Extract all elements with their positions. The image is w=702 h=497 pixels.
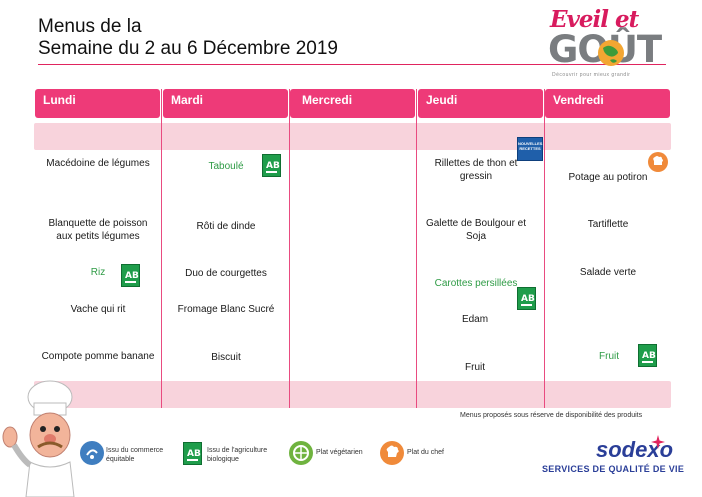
- chef-dish-icon: [380, 441, 404, 465]
- menu-item-jeudi-fromage: Edam: [461, 314, 489, 325]
- logo-line-1: Eveil et: [550, 6, 639, 33]
- menu-item-mardi-entree: Taboulé: [208, 161, 244, 172]
- menu-item-jeudi-dessert: Fruit: [465, 362, 485, 373]
- ab-text: AB: [125, 271, 139, 281]
- legend-vegetarian-label: Plat végétarien: [316, 449, 363, 456]
- title-divider: [38, 64, 666, 65]
- menu-item-lundi-accompagnement: Riz: [90, 267, 106, 278]
- organic-ab-icon: AB: [121, 264, 140, 287]
- vegetarian-icon: [289, 441, 313, 465]
- menu-item-lundi-plat: Blanquette de poisson aux petits légumes: [48, 218, 148, 242]
- menu-item-mardi-fromage: Fromage Blanc Sucré: [177, 304, 275, 315]
- eveil-et-gout-logo: Eveil et GOÛT Découvrir pour mieux grand…: [546, 6, 670, 82]
- day-header-vendredi: Vendredi: [545, 89, 670, 118]
- bottom-band: [34, 381, 671, 408]
- organic-ab-icon: AB: [262, 154, 281, 177]
- menu-item-mardi-accompagnement: Duo de courgettes: [185, 268, 267, 279]
- chef-dish-icon: [648, 152, 668, 172]
- day-header-mercredi: Mercredi: [290, 89, 415, 118]
- logo-tagline: Découvrir pour mieux grandir: [552, 72, 631, 78]
- column-divider: [544, 89, 545, 408]
- chef-mascot-illustration: [2, 380, 75, 497]
- menu-item-jeudi-plat: Galette de Boulgour et Soja: [425, 218, 527, 242]
- page-title-line-1: Menus de la: [38, 16, 142, 37]
- globe-icon: [598, 40, 624, 66]
- page-title-line-2: Semaine du 2 au 6 Décembre 2019: [38, 38, 338, 59]
- day-header-jeudi: Jeudi: [418, 89, 543, 118]
- menu-item-jeudi-accompagnement: Carottes persillées: [434, 278, 518, 289]
- top-band: [34, 123, 671, 150]
- column-divider: [289, 89, 290, 408]
- menu-item-lundi-fromage: Vache qui rit: [70, 304, 126, 315]
- menu-item-vendredi-entree: Potage au potiron: [568, 172, 648, 183]
- menu-item-jeudi-entree: Rillettes de thon et gressin: [434, 158, 518, 182]
- menu-item-mardi-dessert: Biscuit: [211, 352, 241, 363]
- legend-chef-label: Plat du chef: [407, 449, 444, 456]
- new-recipes-badge: NOUVELLES RECETTES: [517, 137, 543, 161]
- menu-item-vendredi-dessert: Fruit: [599, 351, 619, 362]
- menu-item-vendredi-accompagnement: Salade verte: [579, 267, 637, 278]
- day-header-mardi: Mardi: [163, 89, 288, 118]
- column-divider: [416, 89, 417, 408]
- menu-item-lundi-entree: Macédoine de légumes: [46, 158, 150, 169]
- sodexo-tagline: SERVICES DE QUALITÉ DE VIE: [542, 464, 685, 474]
- organic-ab-icon: AB: [183, 442, 202, 465]
- ab-text: AB: [642, 351, 656, 361]
- organic-ab-icon: AB: [517, 287, 536, 310]
- disclaimer-note: Menus proposés sous réserve de disponibi…: [460, 412, 643, 419]
- menu-item-lundi-dessert: Compote pomme banane: [41, 351, 155, 362]
- menu-item-vendredi-plat: Tartiflette: [587, 219, 629, 230]
- ab-text: AB: [521, 294, 535, 304]
- legend-fair-trade-label: Issu du commerce équitable: [106, 447, 164, 463]
- sodexo-star-icon: [651, 435, 665, 449]
- fair-trade-icon: [80, 441, 104, 465]
- column-divider: [161, 89, 162, 408]
- ab-text: AB: [266, 161, 280, 171]
- ab-text: AB: [187, 449, 201, 459]
- legend-organic-label: Issu de l'agriculture biologique: [207, 447, 268, 463]
- menu-item-mardi-plat: Rôti de dinde: [196, 221, 256, 232]
- organic-ab-icon: AB: [638, 344, 657, 367]
- day-header-lundi: Lundi: [35, 89, 160, 118]
